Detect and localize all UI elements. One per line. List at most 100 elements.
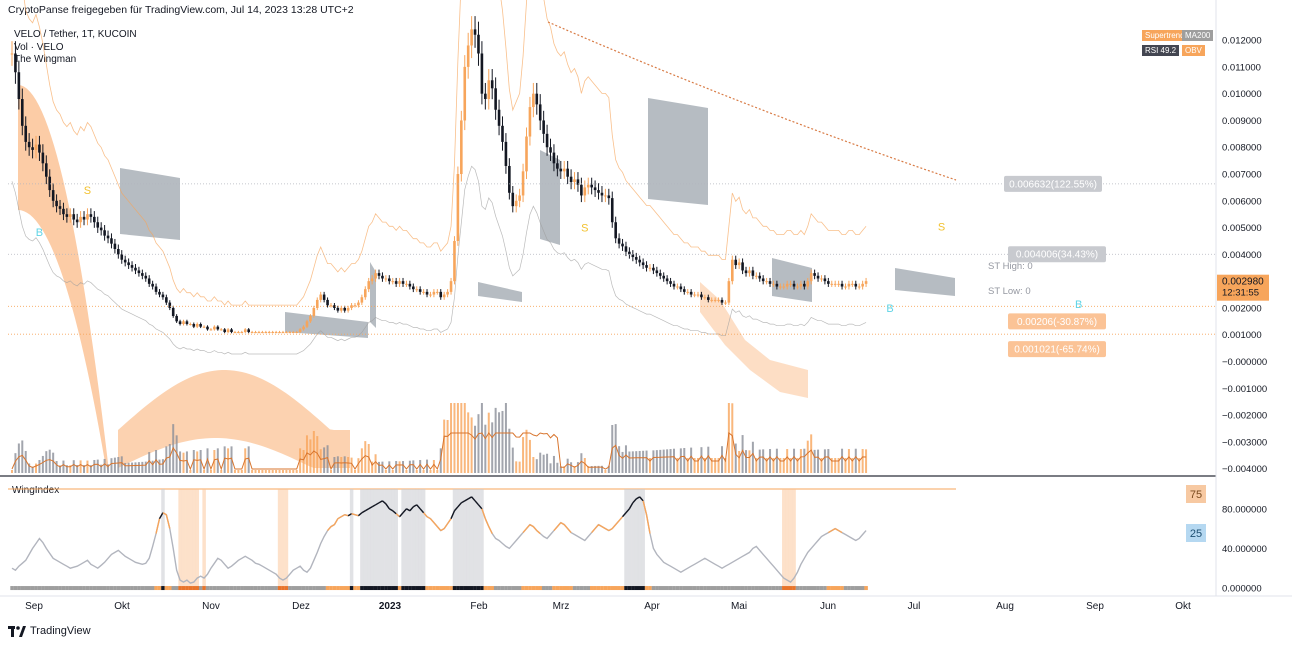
state-strip-cell <box>240 586 244 591</box>
state-strip-cell <box>288 586 292 591</box>
signal-s: S <box>84 185 91 197</box>
state-strip-cell <box>174 586 179 591</box>
wingindex-line-segment <box>340 514 346 518</box>
tradingview-footer[interactable]: TradingView <box>8 625 91 637</box>
wingindex-line-segment <box>522 528 528 534</box>
candle-body <box>20 99 24 126</box>
candle-body <box>154 286 158 292</box>
state-strip-cell <box>764 586 769 591</box>
wingindex-line-segment <box>605 527 610 532</box>
candle-body <box>199 324 202 327</box>
candle-body <box>326 299 329 306</box>
volume-bar <box>443 419 446 473</box>
volume-bar <box>580 453 583 473</box>
state-strip-cell <box>487 586 491 591</box>
candle-body <box>401 281 405 284</box>
state-strip-cell <box>432 586 436 591</box>
y-tick-label: 0.001000 <box>1222 330 1262 341</box>
volume-bar <box>456 403 459 473</box>
volume-bar <box>79 460 82 473</box>
candle-body <box>638 259 641 263</box>
state-strip-cell <box>267 586 272 591</box>
candle-body <box>216 326 220 330</box>
candle-body <box>545 133 549 148</box>
volume-bar <box>144 461 147 473</box>
state-strip-cell <box>92 586 97 591</box>
wingindex-line-segment <box>357 512 363 517</box>
volume-bar <box>319 449 322 473</box>
volume-bar <box>155 450 158 473</box>
state-strip-cell <box>164 586 169 591</box>
state-strip-cell <box>514 586 519 591</box>
volume-ma-line <box>11 432 867 471</box>
volume-bar <box>751 441 754 473</box>
chart-svg[interactable]: 0.006632(122.55%) 0.004006(34.43%) 0.00206… <box>0 0 1292 620</box>
candle-body <box>250 332 254 334</box>
st-label: ST Low: 0 <box>988 286 1031 297</box>
volume-bar <box>528 439 531 473</box>
candle-body <box>538 104 542 121</box>
candle-body <box>51 190 55 201</box>
candle-body <box>89 214 93 217</box>
wingindex-line-segment <box>155 518 161 534</box>
price-level-label: 0.006632(122.55%) <box>1009 179 1097 190</box>
state-strip-cell <box>120 586 124 591</box>
candle-body <box>535 93 539 105</box>
gray-cloud <box>895 268 955 296</box>
last-price-label: 0.002980 <box>1222 277 1264 288</box>
candle-body <box>38 144 41 153</box>
volume-bar <box>76 465 79 473</box>
state-strip-cell <box>421 586 426 591</box>
volume-bar <box>583 458 586 473</box>
state-strip-cell <box>192 586 196 591</box>
state-strip-cell <box>854 586 858 591</box>
state-strip-cell <box>528 586 532 591</box>
state-strip-cell <box>116 586 121 591</box>
volume-bar <box>216 448 219 473</box>
state-strip-cell <box>641 586 645 591</box>
overbought-zone <box>367 488 371 589</box>
volume-bar <box>494 407 497 473</box>
supertrend-tag: Supertrend <box>1142 30 1188 41</box>
volume-bar <box>690 447 693 473</box>
volume-bar <box>340 457 343 473</box>
state-strip-cell <box>682 586 687 591</box>
volume-bar <box>117 457 120 473</box>
state-strip-cell <box>799 586 803 591</box>
state-strip-cell <box>336 586 340 591</box>
candle-body <box>14 53 17 73</box>
candle-body <box>470 29 473 46</box>
candle-body <box>45 163 48 177</box>
legend-volume[interactable]: Vol · VELO <box>14 41 64 53</box>
candle-body <box>117 249 120 255</box>
volume-bar <box>113 457 116 473</box>
state-strip-cell <box>507 586 512 591</box>
osc-y-tick-label: 0.000000 <box>1222 584 1262 595</box>
volume-bar <box>470 417 473 473</box>
state-strip-cell <box>277 586 282 591</box>
wingindex-line-segment <box>536 530 541 535</box>
wingindex-line-segment <box>591 528 596 534</box>
state-strip-cell <box>315 586 320 591</box>
candle-body <box>806 281 810 287</box>
state-strip-cell <box>188 586 193 591</box>
volume-bar <box>299 448 302 473</box>
wingindex-line-segment <box>632 498 637 504</box>
overbought-zone <box>634 488 639 589</box>
volume-bar <box>453 403 456 473</box>
wingman-cloud <box>11 0 957 472</box>
volume-bar <box>865 449 868 473</box>
legend-symbol[interactable]: VELO / Tether, 1T, KUCOIN <box>14 29 137 40</box>
price-level-label: 0.004006(34.43%) <box>1016 250 1098 261</box>
candle-body <box>377 273 381 276</box>
volume-bar <box>559 466 562 473</box>
candle-body <box>610 198 614 223</box>
wingindex-line-segment <box>450 510 456 519</box>
volume-bar <box>189 470 192 473</box>
state-strip-cell <box>185 586 189 591</box>
volume-bar <box>463 403 466 473</box>
signal-b: B <box>36 227 43 239</box>
volume-bar <box>192 450 195 473</box>
candle-body <box>436 291 439 293</box>
volume-bar <box>405 470 408 473</box>
